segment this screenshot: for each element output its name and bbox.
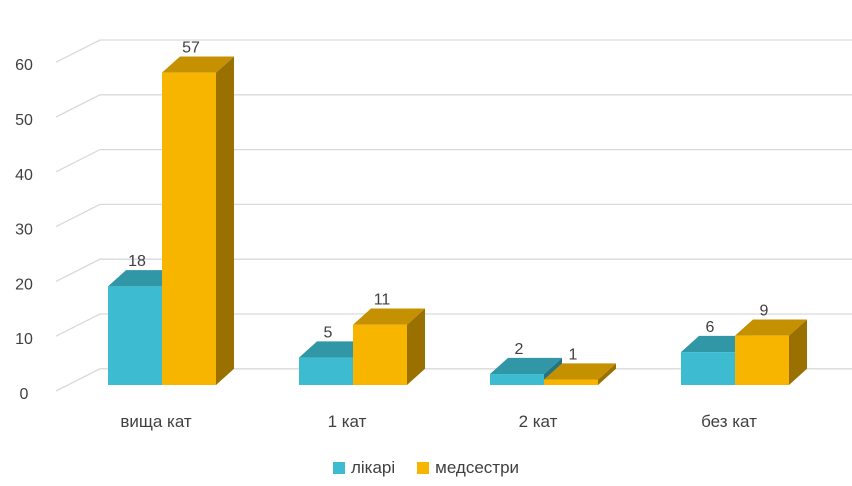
category-label-2: 2 кат bbox=[519, 412, 558, 431]
bar-front-1-3 bbox=[735, 335, 789, 385]
legend-label-doctors: лікарі bbox=[350, 458, 396, 477]
data-label-1-3: 9 bbox=[760, 302, 769, 319]
gridline-10 bbox=[55, 313, 852, 337]
bar-top-1-0 bbox=[162, 56, 234, 73]
bar-top-1-1 bbox=[353, 308, 425, 325]
bars bbox=[108, 56, 807, 385]
bar-front-1-1 bbox=[353, 324, 407, 385]
category-label-3: без кат bbox=[701, 412, 757, 431]
gridline-20 bbox=[55, 258, 852, 282]
y-tick-label-40: 40 bbox=[15, 167, 33, 184]
category-labels: вища кат 1 кат 2 кат без кат bbox=[120, 412, 757, 431]
legend-label-nurses: медсестри bbox=[435, 458, 520, 477]
bar-top-1-2 bbox=[544, 363, 616, 380]
bar-1-0 bbox=[162, 56, 234, 385]
bar-front-0-0 bbox=[108, 286, 162, 385]
grid bbox=[55, 39, 852, 392]
bar-top-1-3 bbox=[735, 319, 807, 336]
gridline-30 bbox=[55, 203, 852, 228]
data-label-1-2: 1 bbox=[569, 346, 578, 363]
y-tick-label-50: 50 bbox=[15, 112, 33, 129]
gridline-50 bbox=[55, 94, 852, 118]
gridline-40 bbox=[55, 148, 852, 173]
legend-item-nurses: медсестри bbox=[417, 458, 519, 478]
y-tick-label-0: 0 bbox=[20, 386, 29, 403]
data-label-1-0: 57 bbox=[182, 39, 200, 56]
legend-swatch-doctors bbox=[332, 462, 345, 474]
legend-swatch-nurses bbox=[417, 462, 430, 474]
bar-front-1-2 bbox=[544, 379, 598, 385]
bar-side-1-3 bbox=[789, 319, 807, 385]
bar-front-0-1 bbox=[299, 357, 353, 385]
bar-side-1-1 bbox=[407, 308, 425, 385]
y-tick-label-10: 10 bbox=[15, 331, 33, 348]
y-tick-label-30: 30 bbox=[15, 222, 33, 239]
y-tick-label-60: 60 bbox=[15, 57, 33, 74]
bar-front-0-2 bbox=[490, 374, 544, 385]
legend: лікарі медсестри bbox=[0, 458, 852, 478]
bar-side-1-2 bbox=[598, 363, 616, 385]
data-label-1-1: 11 bbox=[374, 292, 391, 309]
y-axis-ticks: 0 10 20 30 40 50 60 bbox=[15, 57, 33, 403]
bar-top-0-2 bbox=[490, 357, 562, 375]
data-label-0-0: 18 bbox=[128, 253, 146, 270]
bar-side-1-0 bbox=[216, 56, 234, 385]
bar-1-1 bbox=[353, 308, 425, 385]
category-label-1: 1 кат bbox=[328, 412, 367, 431]
data-label-0-3: 6 bbox=[706, 319, 715, 336]
bar-1-2 bbox=[544, 363, 616, 385]
data-label-0-2: 2 bbox=[515, 341, 524, 358]
data-label-0-1: 5 bbox=[324, 324, 333, 341]
bar-front-1-0 bbox=[162, 72, 216, 385]
data-labels: 18 57 5 11 2 1 6 9 bbox=[128, 39, 768, 363]
y-tick-label-20: 20 bbox=[15, 276, 33, 293]
bar-1-3 bbox=[735, 319, 807, 385]
gridline-60 bbox=[55, 39, 852, 63]
category-label-0: вища кат bbox=[120, 412, 192, 431]
legend-item-doctors: лікарі bbox=[332, 458, 396, 478]
chart-canvas: 0 10 20 30 40 50 60 18 57 5 11 2 1 6 9 вища кат 1 кат 2… bbox=[15, 39, 852, 431]
bar-front-0-3 bbox=[681, 352, 735, 385]
